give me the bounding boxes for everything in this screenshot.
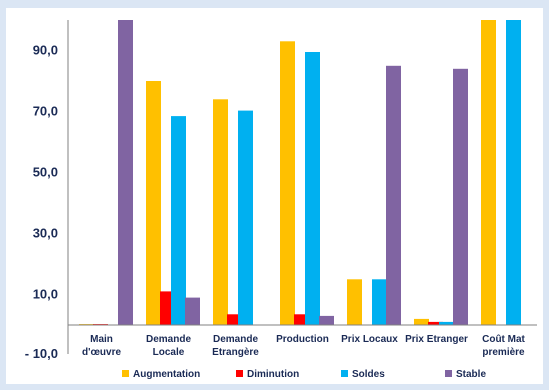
bar-augmentation-demande-etrangere <box>213 99 228 325</box>
legend-label-soldes: Soldes <box>352 369 385 380</box>
bar-soldes-demande-locale <box>171 116 186 325</box>
x-tick-label: Prix Locaux <box>341 334 398 345</box>
bar-diminution-production <box>294 314 309 325</box>
plot-area: - 10,0 10,0 30,0 50,0 70,0 90,0 Main d'œuvre De… <box>6 8 543 384</box>
legend-swatch-diminution <box>236 370 243 377</box>
x-tick-label: Prix Etranger <box>405 334 468 345</box>
legend-label-diminution: Diminution <box>247 369 299 380</box>
bar-soldes-prix-locaux <box>372 279 387 326</box>
bar-augmentation-production <box>280 41 295 326</box>
bar-augmentation-demande-locale <box>146 81 161 325</box>
bar-soldes-demande-etrangere <box>238 110 253 325</box>
bar-soldes-prix-etranger <box>439 321 454 325</box>
x-tick-label: Coût Mat première <box>482 334 525 358</box>
bar-chart: - 10,0 10,0 30,0 50,0 70,0 90,0 Main d'œuvre De… <box>25 20 537 380</box>
bar-diminution-prix-etranger <box>428 321 443 325</box>
bar-augmentation-prix-etranger <box>414 318 429 325</box>
bar-soldes-cout-mat-premiere <box>506 20 521 325</box>
y-tick-label: - 10,0 <box>25 346 58 361</box>
bar-augmentation-cout-mat-premiere <box>481 20 496 325</box>
y-tick-label: 10,0 <box>33 287 58 302</box>
y-tick-label: 30,0 <box>33 226 58 241</box>
bars-group <box>79 20 521 326</box>
bar-diminution-demande-etrangere <box>227 314 242 325</box>
bar-stable-demande-locale <box>185 297 200 325</box>
bar-augmentation-prix-locaux <box>347 279 362 326</box>
x-tick-label: Demande Etrangère <box>212 334 259 358</box>
y-tick-label: 90,0 <box>33 43 58 58</box>
legend-swatch-soldes <box>341 370 348 377</box>
legend-swatch-stable <box>445 370 452 377</box>
bar-stable-main-d-uvre <box>118 20 133 325</box>
x-tick-label: Production <box>276 334 329 345</box>
x-axis: Main d'œuvre Demande Locale Demande Etrangère… <box>82 334 526 358</box>
y-axis: - 10,0 10,0 30,0 50,0 70,0 90,0 <box>25 20 537 361</box>
y-tick-label: 70,0 <box>33 104 58 119</box>
legend-label-stable: Stable <box>456 369 486 380</box>
legend-label-augmentation: Augmentation <box>133 369 200 380</box>
x-tick-label: Main d'œuvre <box>82 334 121 358</box>
bar-stable-prix-etranger <box>453 68 468 326</box>
bar-soldes-production <box>305 52 320 325</box>
y-tick-label: 50,0 <box>33 165 58 180</box>
legend-swatch-augmentation <box>122 370 129 377</box>
bar-stable-prix-locaux <box>386 65 401 326</box>
bar-stable-production <box>319 315 334 325</box>
x-tick-label: Demande Locale <box>146 334 191 358</box>
legend: Augmentation Diminution Soldes Stable <box>122 369 486 380</box>
